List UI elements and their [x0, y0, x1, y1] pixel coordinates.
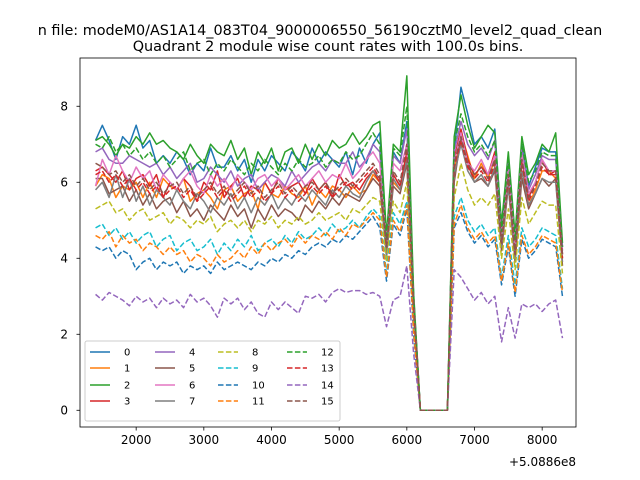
y-tick-label: 8	[60, 100, 68, 114]
series-line-6	[94, 132, 564, 412]
x-axis: 2000 3000 4000 5000 6000 7000 8000	[121, 427, 558, 447]
series-line-9	[95, 196, 564, 412]
x-axis-offset-label: +5.0886e8	[509, 455, 576, 469]
y-tick-label: 0	[60, 404, 68, 418]
y-tick-label: 2	[60, 328, 68, 342]
legend-label-12: 12	[321, 348, 334, 359]
x-tick-label: 5000	[324, 433, 355, 447]
legend-label-5: 5	[189, 364, 195, 375]
y-tick-label: 6	[60, 176, 68, 190]
x-tick-label: 2000	[121, 433, 152, 447]
series-line-14	[95, 265, 564, 412]
y-tick-label: 4	[60, 252, 68, 266]
series-line-4	[95, 120, 564, 412]
legend-label-7: 7	[189, 397, 195, 408]
legend-label-11: 11	[252, 397, 265, 408]
legend-label-4: 4	[189, 348, 195, 359]
x-tick-label: 3000	[189, 433, 220, 447]
series-line-2	[95, 75, 564, 412]
legend-label-8: 8	[252, 348, 258, 359]
plot-frame	[79, 57, 577, 428]
x-tick-label: 6000	[392, 433, 423, 447]
series-line-5	[95, 135, 564, 412]
x-tick-label: 7000	[459, 433, 490, 447]
legend-label-3: 3	[124, 397, 130, 408]
legend-label-0: 0	[124, 348, 130, 359]
series-line-8	[95, 162, 564, 412]
legend-label-1: 1	[124, 364, 130, 375]
series-line-12	[95, 105, 564, 412]
series-line-15	[95, 135, 564, 412]
legend-label-13: 13	[321, 364, 334, 375]
chart-title: Quadrant 2 module wise count rates with …	[133, 39, 524, 55]
series-line-11	[95, 204, 564, 412]
series-line-13	[95, 139, 564, 412]
legend-label-10: 10	[252, 381, 265, 392]
legend-frame	[84, 340, 341, 422]
series-line-0	[94, 86, 564, 412]
x-tick-label: 4000	[256, 433, 287, 447]
legend-label-9: 9	[252, 364, 258, 375]
figure-suptitle: n file: modeM0/AS1A14_083T04_9000006550_…	[38, 23, 603, 39]
series-line-7	[94, 143, 564, 412]
y-axis: 0 2 4 6 8	[60, 100, 80, 418]
legend-label-2: 2	[124, 381, 130, 392]
series-line-10	[95, 208, 564, 412]
legend-label-6: 6	[189, 381, 195, 392]
legend-label-15: 15	[321, 397, 334, 408]
series-lines	[94, 75, 564, 412]
x-tick-label: 8000	[527, 433, 558, 447]
legend-label-14: 14	[321, 381, 334, 392]
